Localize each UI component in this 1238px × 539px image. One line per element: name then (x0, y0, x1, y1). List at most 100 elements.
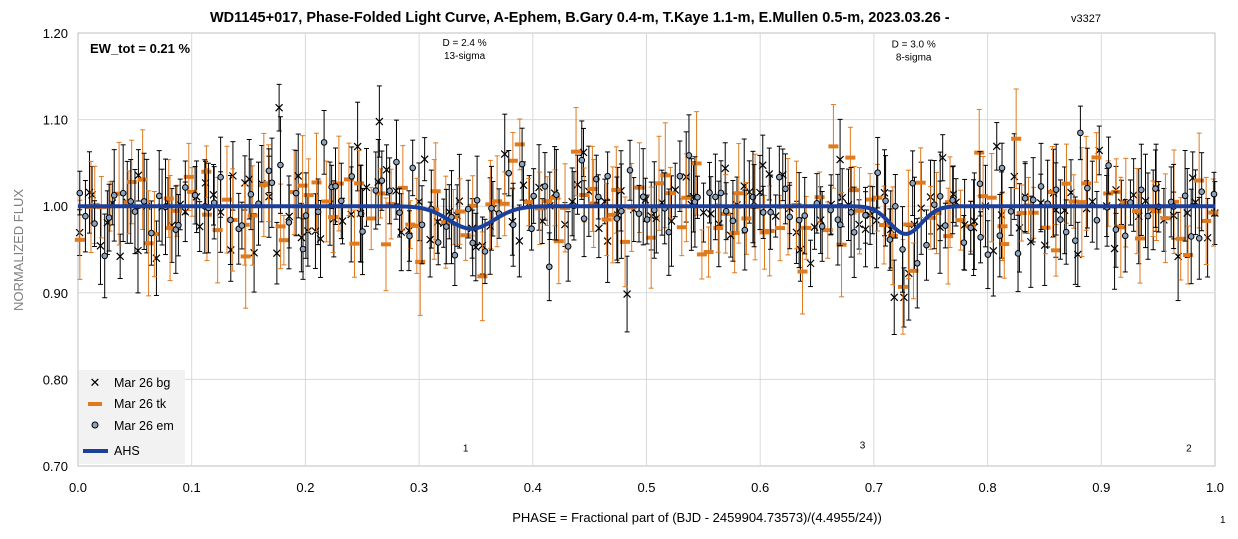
data-point (182, 184, 189, 191)
data-point (900, 293, 908, 302)
data-point (949, 196, 956, 204)
legend-marker-circle-icon (91, 421, 99, 429)
data-point (974, 150, 985, 155)
data-point (850, 228, 858, 236)
data-point (393, 158, 400, 166)
data-point (1120, 200, 1131, 205)
data-point (1007, 208, 1015, 215)
data-point (601, 217, 612, 222)
data-point (473, 196, 481, 204)
data-point (786, 213, 793, 221)
data-point (321, 199, 332, 204)
data-point (573, 180, 582, 189)
data-point (96, 241, 105, 250)
data-point (126, 179, 137, 184)
data-point (706, 189, 713, 196)
x-tick-label: 0.3 (410, 480, 428, 495)
data-point (405, 222, 416, 227)
data-point (801, 212, 809, 219)
data-point (955, 218, 966, 223)
data-point (74, 237, 85, 242)
data-point (481, 248, 489, 255)
data-point (1062, 228, 1070, 236)
legend-item-bg: ✕ Mar 26 bg (90, 375, 171, 390)
data-point (545, 263, 553, 271)
data-point (343, 177, 354, 182)
data-point (579, 148, 588, 157)
data-point (553, 239, 564, 244)
corner-note: 1 (1220, 515, 1226, 526)
data-point (836, 242, 847, 247)
data-point (767, 208, 774, 216)
data-point (500, 150, 509, 158)
data-point (278, 238, 289, 243)
data-point (542, 199, 553, 204)
data-point (578, 156, 586, 164)
data-point (917, 204, 926, 213)
data-point (245, 175, 254, 184)
data-point (201, 212, 212, 217)
data-point (1021, 194, 1029, 202)
data-point (250, 248, 259, 257)
data-point (1040, 225, 1051, 230)
data-point (375, 191, 386, 196)
data-point (984, 251, 992, 258)
data-point (765, 170, 774, 178)
data-point (595, 193, 602, 201)
data-point (685, 152, 693, 159)
data-point (797, 269, 808, 274)
data-point (337, 197, 345, 205)
data-point (515, 237, 524, 245)
data-point (455, 197, 464, 206)
data-point (872, 216, 881, 225)
data-point (175, 221, 182, 229)
data-point (553, 191, 560, 199)
data-point (333, 181, 344, 186)
y-tick-label: 0.70 (43, 459, 68, 474)
data-point (913, 259, 921, 267)
data-point (338, 217, 347, 225)
data-point (967, 224, 975, 232)
data-point (440, 220, 451, 225)
data-point (386, 202, 397, 207)
data-point (143, 241, 154, 246)
data-point (302, 212, 310, 219)
legend-item-tk: Mar 26 tk (88, 397, 167, 411)
data-point (541, 183, 549, 190)
data-point (639, 193, 647, 201)
data-point (201, 169, 212, 174)
data-point (1175, 236, 1186, 241)
data-point (611, 187, 622, 192)
legend-label: Mar 26 tk (114, 397, 167, 411)
data-point (930, 201, 938, 208)
data-point (749, 193, 757, 201)
data-point (818, 223, 826, 230)
data-point (382, 165, 391, 174)
data-point (397, 185, 408, 190)
data-point (936, 193, 944, 200)
data-point (1194, 178, 1205, 183)
data-point (1077, 129, 1084, 137)
data-point (721, 164, 730, 173)
data-point (941, 222, 949, 229)
data-point (134, 246, 142, 255)
data-point (1183, 253, 1194, 258)
data-point (1016, 211, 1027, 216)
data-point (469, 239, 476, 247)
data-point (183, 174, 194, 179)
data-point (454, 209, 465, 214)
data-point (1050, 248, 1061, 253)
data-point (592, 175, 600, 183)
data-point (1151, 209, 1162, 214)
data-point (775, 226, 786, 231)
data-point (505, 169, 513, 177)
data-point (886, 236, 894, 243)
legend-label: Mar 26 bg (114, 376, 170, 390)
x-axis-label: PHASE = Fractional part of (BJD - 245990… (512, 510, 882, 525)
data-point (1195, 235, 1203, 242)
gridlines (78, 33, 1215, 466)
data-point (1068, 199, 1079, 204)
x-tick-label: 0.6 (751, 480, 769, 495)
data-point (191, 191, 199, 199)
data-point (1052, 186, 1060, 193)
